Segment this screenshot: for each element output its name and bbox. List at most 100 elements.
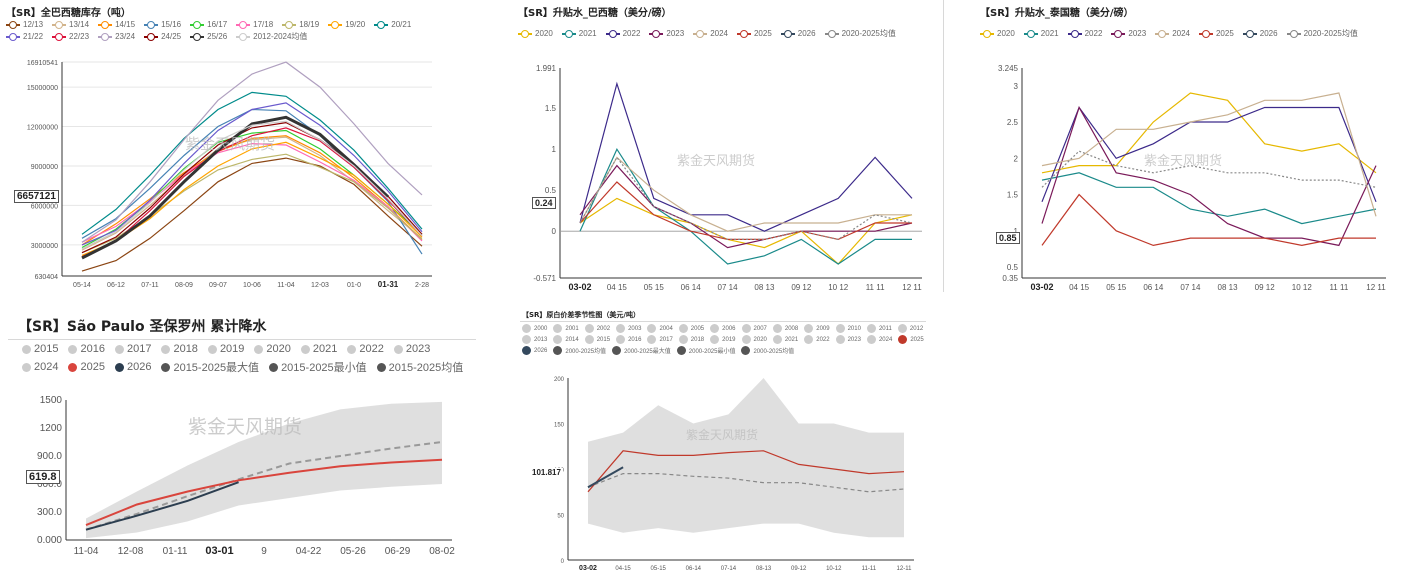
legend-item[interactable]: 2007: [741, 324, 767, 333]
legend-item[interactable]: 2021: [772, 335, 798, 344]
legend-item[interactable]: 2025: [68, 361, 105, 373]
legend-item[interactable]: 2020: [518, 29, 553, 38]
legend-item[interactable]: 13/14: [52, 20, 89, 29]
legend-item[interactable]: 2016: [68, 343, 105, 355]
legend-label: 2000: [534, 325, 548, 332]
legend-item[interactable]: 2012: [897, 324, 923, 333]
legend-swatch-icon: [254, 344, 264, 354]
chart-title: 【SR】全巴西糖库存（吨）: [6, 8, 131, 19]
legend-item[interactable]: 2015-2025最小值: [269, 359, 367, 375]
legend-item[interactable]: 2020-2025均值: [824, 28, 896, 39]
legend-item[interactable]: 2004: [647, 324, 673, 333]
legend-label: 25/26: [207, 32, 228, 41]
legend-item[interactable]: 2022: [1067, 29, 1102, 38]
legend-item[interactable]: 2019: [207, 343, 244, 355]
legend-label: 23/24: [115, 32, 136, 41]
legend-item[interactable]: 2022: [347, 343, 384, 355]
legend-item[interactable]: 24/25: [144, 32, 181, 41]
legend-item[interactable]: 12/13: [6, 20, 43, 29]
legend-swatch-icon: [736, 29, 751, 38]
legend-item[interactable]: 2023: [1111, 29, 1146, 38]
series-line: [587, 466, 624, 489]
legend-item[interactable]: 2011: [866, 324, 892, 333]
legend-item[interactable]: 2021: [561, 29, 597, 38]
legend-item[interactable]: 25/26: [190, 32, 227, 41]
legend-swatch-icon: [144, 32, 159, 41]
legend-item[interactable]: 2020: [741, 335, 767, 344]
legend-label: 2008: [784, 325, 799, 332]
legend-item[interactable]: 2008: [772, 324, 799, 333]
legend-item[interactable]: 2012-2024均值: [236, 31, 307, 42]
legend-item[interactable]: 2019: [710, 335, 736, 344]
legend-item[interactable]: 2023: [393, 343, 430, 355]
legend-item[interactable]: 2013: [522, 335, 547, 344]
x-tick-label: 07-11: [141, 282, 158, 289]
legend-item[interactable]: 2000-2025均值: [741, 346, 794, 355]
legend-item[interactable]: 2009: [804, 324, 830, 333]
legend-item[interactable]: 2006: [710, 324, 736, 333]
legend-item[interactable]: 2025: [898, 335, 924, 344]
legend-item[interactable]: 2023: [835, 335, 861, 344]
legend-item[interactable]: 2005: [678, 324, 704, 333]
legend-item[interactable]: 23/24: [98, 32, 135, 41]
legend-item[interactable]: 2017: [647, 335, 673, 344]
legend-swatch-icon: [347, 344, 357, 354]
legend-item[interactable]: 2017: [114, 343, 151, 355]
legend-swatch-icon: [522, 335, 531, 344]
legend-item[interactable]: 2000-2025最小值: [676, 346, 735, 355]
legend-item[interactable]: 2020-2025均值: [1286, 28, 1358, 39]
legend-item[interactable]: 2018: [161, 343, 198, 355]
legend-item[interactable]: 2021: [1023, 29, 1059, 38]
legend-item[interactable]: 2023: [649, 29, 684, 38]
legend-item[interactable]: 2002: [584, 324, 610, 333]
legend-swatch-icon: [824, 29, 839, 38]
legend-label: 2025: [1215, 29, 1234, 38]
legend-item[interactable]: 2024: [693, 29, 728, 38]
legend-item[interactable]: 21/22: [6, 32, 43, 41]
legend-swatch-icon: [522, 346, 531, 355]
legend-item[interactable]: 2020: [254, 343, 291, 355]
legend-item[interactable]: 2000: [522, 324, 547, 333]
legend-item[interactable]: 2025: [1198, 29, 1234, 38]
legend-item[interactable]: 2016: [616, 335, 641, 344]
legend-item[interactable]: 2026: [780, 29, 816, 38]
legend-item[interactable]: 2000-2025最大值: [612, 346, 671, 355]
x-tick-label: 01-31: [378, 280, 399, 289]
legend-item[interactable]: 18/19: [282, 20, 319, 29]
legend-item[interactable]: 2022: [605, 29, 640, 38]
legend-item[interactable]: 2015-2025均值: [376, 359, 463, 375]
panel-raw-white-spread: 【SR】原白价差季节性图（美元/吨） 2000 2001 2002 2003 2004 2…: [516, 306, 930, 574]
x-tick-label: 08 13: [754, 283, 775, 292]
legend-item[interactable]: 2015: [22, 343, 58, 355]
legend-item[interactable]: 16/17: [190, 20, 227, 29]
x-tick-label: 06 14: [681, 283, 702, 292]
legend-item[interactable]: 2000-2025均值: [553, 346, 606, 355]
legend-item[interactable]: 2018: [678, 335, 704, 344]
legend-item[interactable]: 19/20: [328, 20, 365, 29]
legend-item[interactable]: 2020: [980, 29, 1015, 38]
legend-item[interactable]: 15/16: [144, 20, 181, 29]
legend-item[interactable]: 2026: [1242, 29, 1278, 38]
legend-item[interactable]: 20/21: [374, 20, 411, 29]
legend-item[interactable]: 14/15: [98, 20, 135, 29]
legend-item[interactable]: 2021: [300, 343, 337, 355]
series-line: [85, 481, 239, 531]
legend-item[interactable]: 2015: [584, 335, 610, 344]
legend-item[interactable]: 2024: [1155, 29, 1190, 38]
legend-item[interactable]: 2014: [553, 335, 579, 344]
legend-item[interactable]: 2001: [553, 324, 579, 333]
y-tick-label: 200: [554, 377, 565, 383]
legend-item[interactable]: 2022: [804, 335, 830, 344]
series-line: [579, 156, 912, 232]
legend-item[interactable]: 17/18: [236, 20, 273, 29]
legend-item[interactable]: 2026: [522, 346, 547, 355]
legend-item[interactable]: 2024: [866, 335, 892, 344]
legend-item[interactable]: 2024: [22, 361, 58, 373]
legend-item[interactable]: 2025: [736, 29, 772, 38]
legend-swatch-icon: [676, 346, 686, 355]
legend-item[interactable]: 2026: [114, 361, 151, 373]
legend-item[interactable]: 2003: [616, 324, 641, 333]
legend-item[interactable]: 2015-2025最大值: [161, 359, 259, 375]
legend-item[interactable]: 2010: [835, 324, 861, 333]
legend-item[interactable]: 22/23: [52, 32, 89, 41]
